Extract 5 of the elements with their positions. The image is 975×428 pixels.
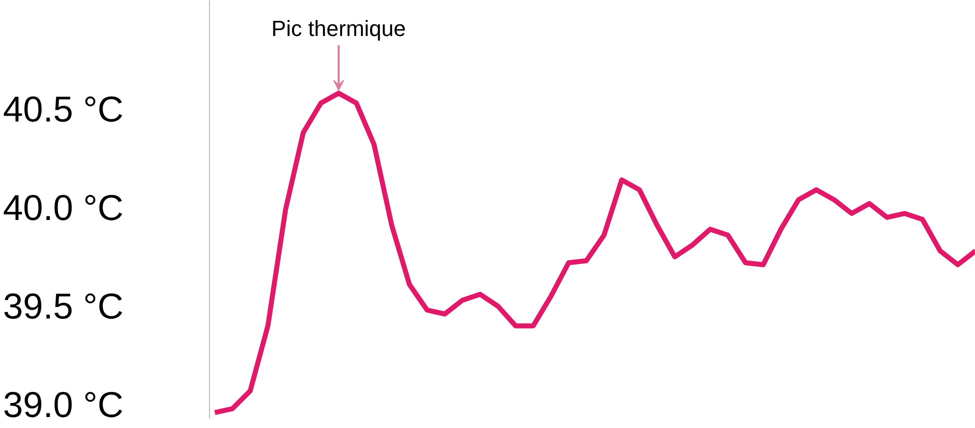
annotation: Pic thermique xyxy=(271,16,406,42)
y-tick-label: 40.0 °C xyxy=(3,187,124,228)
y-tick-label: 39.0 °C xyxy=(3,384,124,426)
y-tick-label: 40.5 °C xyxy=(3,88,124,130)
y-tick-label: 39.5 °C xyxy=(3,286,124,327)
